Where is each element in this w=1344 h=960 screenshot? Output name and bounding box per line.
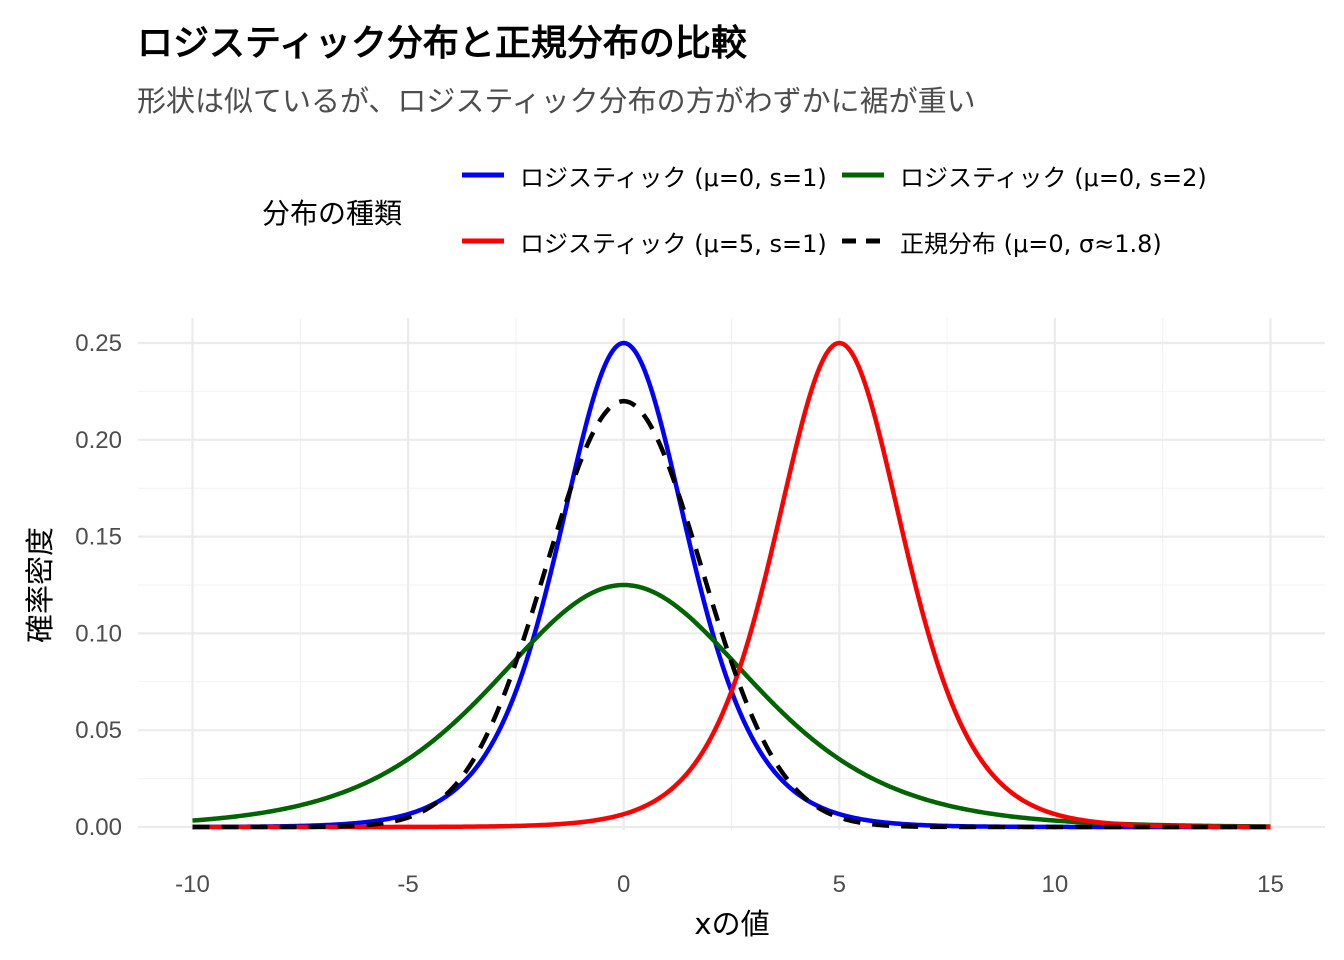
legend-item-normal: 正規分布 (μ=0, σ≈1.8) — [840, 221, 1162, 261]
grid-minor — [138, 318, 1325, 830]
y-tick-label: 0.20 — [75, 427, 122, 454]
x-tick-label: 15 — [1257, 871, 1284, 898]
legend-label: 正規分布 (μ=0, σ≈1.8) — [900, 229, 1162, 258]
legend-label: ロジスティック (μ=5, s=1) — [520, 229, 827, 258]
legend-key-logistic-mu0-s2 — [842, 172, 884, 178]
legend-label: ロジスティック (μ=0, s=1) — [520, 163, 827, 192]
legend-key-logistic-mu5-s1 — [462, 238, 504, 244]
y-tick-label: 0.10 — [75, 620, 122, 647]
legend-item-logistic-mu5-s1: ロジスティック (μ=5, s=1) — [460, 221, 827, 261]
series-line-3 — [192, 340, 1271, 830]
series-lines — [192, 340, 1271, 830]
legend-item-logistic-mu0-s2: ロジスティック (μ=0, s=2) — [840, 155, 1207, 195]
y-tick-label: 0.05 — [75, 717, 122, 744]
x-tick-label: -5 — [397, 871, 418, 898]
legend-item-logistic-mu0-s1: ロジスティック (μ=0, s=1) — [460, 155, 827, 195]
x-tick-label: 10 — [1042, 871, 1069, 898]
legend-label: ロジスティック (μ=0, s=2) — [900, 163, 1207, 192]
y-tick-label: 0.15 — [75, 524, 122, 551]
x-axis-ticks: -10 -5 0 5 10 15 — [175, 871, 1284, 898]
chart-title: ロジスティック分布と正規分布の比較 — [137, 23, 747, 64]
x-axis-title: xの値 — [694, 907, 769, 941]
y-axis-title: 確率密度 — [23, 527, 57, 643]
legend-key-logistic-mu0-s1 — [462, 172, 504, 178]
y-tick-label: 0.25 — [75, 330, 122, 357]
chart-subtitle: 形状は似ているが、ロジスティック分布の方がわずかに裾が重い — [137, 84, 976, 118]
x-tick-label: 5 — [833, 871, 846, 898]
legend-key-normal — [842, 238, 884, 244]
x-tick-label: 0 — [617, 871, 630, 898]
legend-title: 分布の種類 — [262, 197, 403, 230]
series-line-4 — [192, 398, 1271, 830]
y-tick-label: 0.00 — [75, 814, 122, 841]
x-tick-label: -10 — [175, 871, 210, 898]
y-axis-ticks: 0.00 0.05 0.10 0.15 0.20 0.25 — [75, 330, 122, 841]
